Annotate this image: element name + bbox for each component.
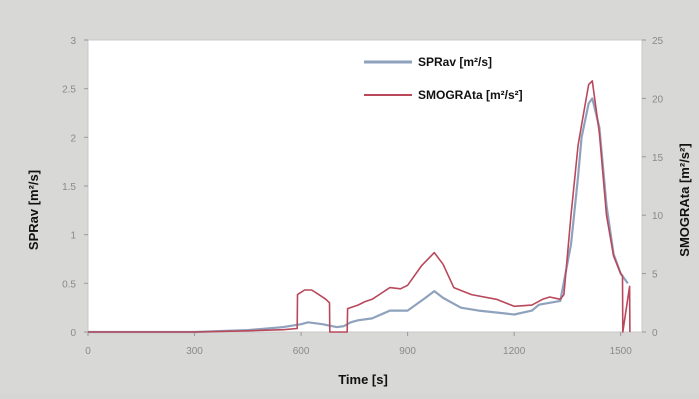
y2-tick-label: 5 xyxy=(652,270,658,281)
y2-tick-label: 20 xyxy=(652,94,664,105)
x-tick-label: 0 xyxy=(85,346,91,357)
y2-tick-label: 15 xyxy=(652,153,664,164)
legend-label-sprav: SPRav [m²/s] xyxy=(418,55,492,69)
y-tick-label: 2.5 xyxy=(62,85,76,96)
plot-area xyxy=(87,39,643,333)
y-tick-label: 1.5 xyxy=(62,182,76,193)
y-tick-label: 1 xyxy=(70,231,76,242)
series-line-sprav xyxy=(88,97,629,334)
legend-label-smograta: SMOGRAta [m²/s²] xyxy=(418,88,523,102)
legend: SPRav [m²/s] SMOGRAta [m²/s²] xyxy=(364,55,523,102)
x-axis-title: Time [s] xyxy=(338,372,388,387)
y-tick-label: 2 xyxy=(70,133,76,144)
y-axis-title: SPRav [m²/s] xyxy=(26,170,41,250)
y-tick-label: 0.5 xyxy=(62,279,76,290)
y-tick-label: 0 xyxy=(70,328,76,339)
x-tick-label: 1200 xyxy=(503,346,526,357)
series-line-smograta xyxy=(88,80,631,333)
y2-tick-label: 25 xyxy=(652,36,664,47)
y2-axis-title: SMOGRAta [m²/s²] xyxy=(677,143,692,256)
y2-tick-label: 10 xyxy=(652,211,664,222)
x-tick-label: 900 xyxy=(399,346,416,357)
x-tick-label: 600 xyxy=(293,346,310,357)
y2-tick-label: 0 xyxy=(652,328,658,339)
x-tick-label: 1500 xyxy=(610,346,633,357)
y-tick-label: 3 xyxy=(70,36,76,47)
x-tick-label: 300 xyxy=(186,346,203,357)
